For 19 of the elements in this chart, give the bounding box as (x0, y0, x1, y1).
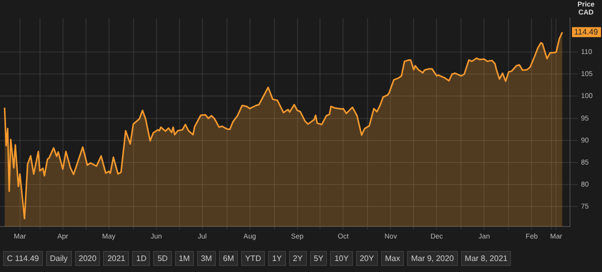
text: Mar 9, 2020 (407, 250, 458, 266)
text: 2020 (74, 250, 100, 266)
text: 3M (196, 250, 216, 266)
text: 6M (218, 250, 238, 266)
text: 1M (174, 250, 194, 266)
annotation: 114.49 (574, 27, 598, 36)
text: Mar 8, 2021 (460, 250, 512, 266)
text: C 114.49 (3, 250, 43, 266)
text: 1D (132, 250, 150, 266)
text: 20Y (356, 250, 378, 266)
text: Daily (46, 250, 72, 266)
text: YTD (241, 250, 266, 266)
text: 1Y (268, 250, 286, 266)
text: 2021 (103, 250, 130, 266)
text: Max (380, 250, 404, 266)
text: 10Y (330, 250, 353, 266)
text: 5Y (310, 250, 328, 266)
text: 2Y (288, 250, 307, 266)
text: 5D (153, 250, 172, 266)
